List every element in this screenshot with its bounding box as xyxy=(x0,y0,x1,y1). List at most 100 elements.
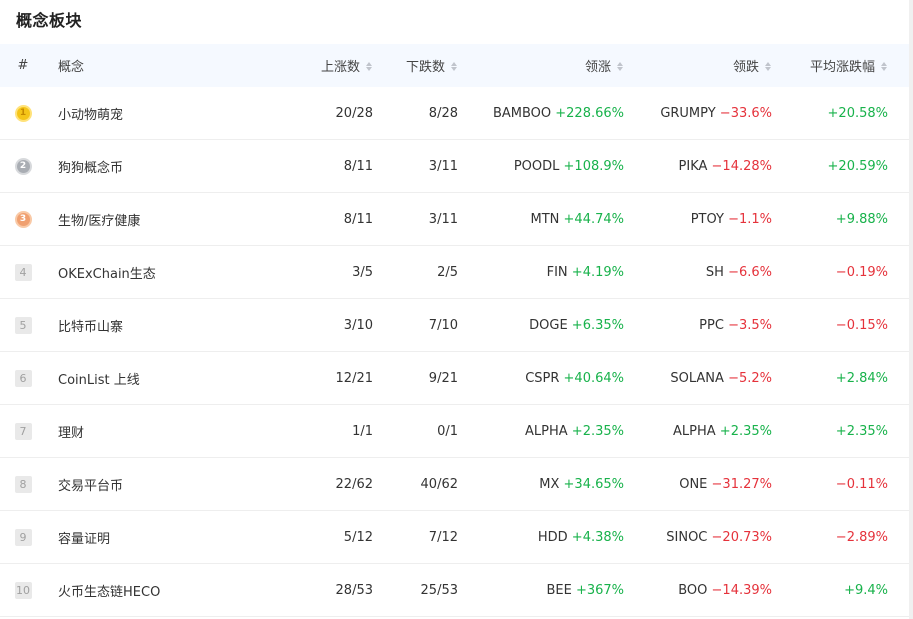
laggard-change: −31.27% xyxy=(711,476,772,492)
rank-badge: 8 xyxy=(14,475,32,493)
avg-change: −0.15% xyxy=(835,317,888,333)
header-lag-sort[interactable]: 领跌 xyxy=(624,56,772,75)
sort-icon xyxy=(451,61,458,72)
header-lag-label: 领跌 xyxy=(732,60,759,75)
down-count: 7/10 xyxy=(428,317,458,333)
laggard-symbol[interactable]: ALPHA xyxy=(673,423,716,439)
laggard-symbol[interactable]: PTOY xyxy=(690,211,724,227)
header-up-label: 上涨数 xyxy=(320,60,360,75)
table-row[interactable]: 2 狗狗概念币 8/11 3/11 POODL +108.9% PIKA −14… xyxy=(0,140,909,193)
leader-symbol[interactable]: POODL xyxy=(513,158,560,174)
table-row[interactable]: 5 比特币山寨 3/10 7/10 DOGE +6.35% PPC −3.5% … xyxy=(0,299,909,352)
gold-medal-icon: 1 xyxy=(14,104,32,122)
leader-change: +2.35% xyxy=(571,423,624,439)
laggard-cell: GRUMPY −33.6% xyxy=(624,106,772,121)
header-down-label: 下跌数 xyxy=(405,60,445,75)
laggard-symbol[interactable]: ONE xyxy=(679,476,708,492)
rank-badge: 5 xyxy=(14,316,32,334)
table-row[interactable]: 6 CoinList 上线 12/21 9/21 CSPR +40.64% SO… xyxy=(0,352,909,405)
table-body: 1 小动物萌宠 20/28 8/28 BAMBOO +228.66% GRUMP… xyxy=(0,87,909,617)
header-avg-sort[interactable]: 平均涨跌幅 xyxy=(772,56,888,75)
laggard-cell: PPC −3.5% xyxy=(624,318,772,333)
down-count: 40/62 xyxy=(420,476,458,492)
laggard-cell: ALPHA +2.35% xyxy=(624,424,772,439)
leader-symbol[interactable]: DOGE xyxy=(529,317,568,333)
laggard-change: −20.73% xyxy=(711,529,772,545)
down-count: 3/11 xyxy=(428,158,458,174)
concept-name-link[interactable]: 狗狗概念币 xyxy=(58,160,124,176)
rank-cell: 5 xyxy=(0,316,46,334)
table-header: # 概念 上涨数 下跌数 领涨 领跌 平均涨跌幅 xyxy=(0,44,909,87)
concept-name-link[interactable]: 小动物萌宠 xyxy=(58,107,124,123)
laggard-symbol[interactable]: BOO xyxy=(678,582,708,598)
bronze-medal-icon: 3 xyxy=(14,210,32,228)
sort-icon xyxy=(881,61,888,72)
laggard-symbol[interactable]: SH xyxy=(705,264,724,280)
rank-badge: 4 xyxy=(14,263,32,281)
avg-change: −2.89% xyxy=(835,529,888,545)
laggard-symbol[interactable]: GRUMPY xyxy=(660,105,716,121)
header-avg-label: 平均涨跌幅 xyxy=(809,60,875,75)
concept-name-link[interactable]: 交易平台币 xyxy=(58,478,124,494)
avg-change: +2.84% xyxy=(835,370,888,386)
table-row[interactable]: 3 生物/医疗健康 8/11 3/11 MTN +44.74% PTOY −1.… xyxy=(0,193,909,246)
concept-name-link[interactable]: 生物/医疗健康 xyxy=(58,213,141,229)
laggard-symbol[interactable]: SINOC xyxy=(666,529,708,545)
rank-badge: 9 xyxy=(14,528,32,546)
rank-cell: 3 xyxy=(0,210,46,228)
header-lead-label: 领涨 xyxy=(584,60,611,75)
header-down-sort[interactable]: 下跌数 xyxy=(373,56,458,75)
leader-symbol[interactable]: BAMBOO xyxy=(492,105,552,121)
scrollbar[interactable] xyxy=(909,0,913,619)
up-count: 8/11 xyxy=(343,158,373,174)
leader-cell: MTN +44.74% xyxy=(458,211,625,227)
down-count: 25/53 xyxy=(420,582,458,598)
rank-badge: 10 xyxy=(14,581,32,599)
header-up-sort[interactable]: 上涨数 xyxy=(256,56,373,75)
table-row[interactable]: 10 火币生态链HECO 28/53 25/53 BEE +367% BOO −… xyxy=(0,564,909,617)
header-lead-sort[interactable]: 领涨 xyxy=(458,56,624,75)
avg-change: −0.11% xyxy=(835,476,888,492)
laggard-symbol[interactable]: PPC xyxy=(699,317,724,333)
concept-name-link[interactable]: 理财 xyxy=(58,425,85,441)
rank-cell: 2 xyxy=(0,157,46,175)
leader-change: +34.65% xyxy=(563,476,624,492)
table-row[interactable]: 1 小动物萌宠 20/28 8/28 BAMBOO +228.66% GRUMP… xyxy=(0,87,909,140)
table-row[interactable]: 7 理财 1/1 0/1 ALPHA +2.35% ALPHA +2.35% +… xyxy=(0,405,909,458)
leader-change: +4.38% xyxy=(571,529,624,545)
header-name: 概念 xyxy=(58,60,85,75)
laggard-symbol[interactable]: PIKA xyxy=(678,158,708,174)
rank-cell: 7 xyxy=(0,422,46,440)
laggard-change: −3.5% xyxy=(728,317,772,333)
leader-symbol[interactable]: BEE xyxy=(546,582,572,598)
table-row[interactable]: 8 交易平台币 22/62 40/62 MX +34.65% ONE −31.2… xyxy=(0,458,909,511)
concept-name-link[interactable]: 容量证明 xyxy=(58,531,111,547)
leader-symbol[interactable]: MTN xyxy=(530,211,560,227)
leader-symbol[interactable]: CSPR xyxy=(525,370,560,386)
leader-symbol[interactable]: FIN xyxy=(546,264,568,280)
rank-cell: 9 xyxy=(0,528,46,546)
laggard-symbol[interactable]: SOLANA xyxy=(670,370,724,386)
table-row[interactable]: 4 OKExChain生态 3/5 2/5 FIN +4.19% SH −6.6… xyxy=(0,246,909,299)
concept-name-link[interactable]: CoinList 上线 xyxy=(58,372,140,388)
laggard-cell: PIKA −14.28% xyxy=(624,159,772,174)
laggard-change: +2.35% xyxy=(719,423,772,439)
sort-icon xyxy=(617,61,624,72)
up-count: 20/28 xyxy=(335,105,373,121)
concept-name-link[interactable]: 比特币山寨 xyxy=(58,319,124,335)
down-count: 7/12 xyxy=(428,529,458,545)
leader-symbol[interactable]: HDD xyxy=(537,529,568,545)
avg-change: −0.19% xyxy=(835,264,888,280)
laggard-change: −14.28% xyxy=(711,158,772,174)
table-row[interactable]: 9 容量证明 5/12 7/12 HDD +4.38% SINOC −20.73… xyxy=(0,511,909,564)
avg-change: +20.59% xyxy=(827,158,888,174)
sort-icon xyxy=(366,61,373,72)
concept-name-link[interactable]: 火币生态链HECO xyxy=(58,584,161,600)
up-count: 12/21 xyxy=(335,370,373,386)
leader-symbol[interactable]: ALPHA xyxy=(525,423,568,439)
leader-symbol[interactable]: MX xyxy=(539,476,560,492)
concept-name-link[interactable]: OKExChain生态 xyxy=(58,266,156,282)
leader-change: +44.74% xyxy=(563,211,624,227)
laggard-cell: SINOC −20.73% xyxy=(624,530,772,545)
panel-title: 概念板块 xyxy=(16,11,83,30)
